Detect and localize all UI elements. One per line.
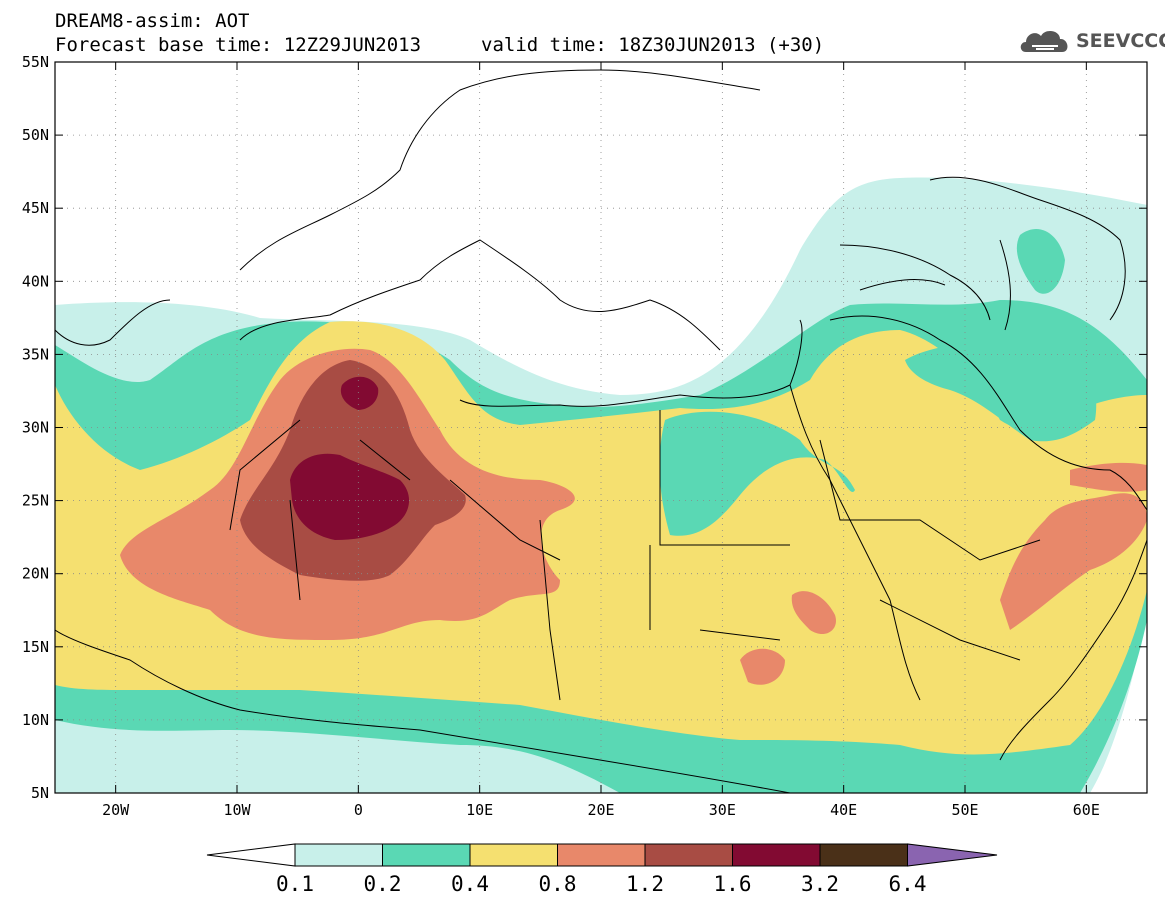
- colorbar-label: 0.8: [539, 872, 577, 896]
- lat-label: 30N: [22, 419, 49, 437]
- graticule: [55, 62, 1147, 793]
- colorbar-label: 3.2: [801, 872, 839, 896]
- colorbar-label: 0.1: [276, 872, 314, 896]
- valid-time: valid time: 18Z30JUN2013 (+30): [481, 34, 825, 56]
- colorbar-label: 1.6: [714, 872, 752, 896]
- lon-label: 40E: [830, 801, 857, 819]
- lat-label: 25N: [22, 492, 49, 510]
- lat-label: 20N: [22, 565, 49, 583]
- aot-contour-0.2-caspian: [1016, 229, 1065, 294]
- lat-label: 10N: [22, 711, 49, 729]
- aot-contour-0.2-egypt: [659, 411, 855, 536]
- lat-label: 50N: [22, 126, 49, 144]
- colorbar-segment: [557, 843, 646, 867]
- colorbar-segment: [819, 843, 908, 867]
- aot-contour-0.2-north-arabia: [905, 342, 1097, 442]
- colorbar-label: 1.2: [626, 872, 664, 896]
- aot-contour-0.8-gulf: [1070, 462, 1147, 492]
- colorbar-segment: [294, 843, 383, 867]
- lat-label: 35N: [22, 345, 49, 363]
- axis-ticks: 55N 50N 45N 40N 35N 30N 25N 20N 15N 10N 5N 20W 10W 0 1…: [22, 53, 1147, 819]
- colorbar-segment: [469, 843, 558, 867]
- colorbar-label: 0.2: [364, 872, 402, 896]
- colorbar-over-arrow: [907, 843, 998, 867]
- aot-contour-1.6-north: [340, 376, 379, 410]
- colorbar-segment: [644, 843, 733, 867]
- forecast-base-time: Forecast base time: 12Z29JUN2013: [55, 34, 422, 56]
- colorbar-segment: [382, 843, 471, 867]
- aot-contour-0.8-ethiopia: [791, 591, 836, 635]
- lon-label: 30E: [709, 801, 736, 819]
- colorbar: 0.1 0.2 0.4 0.8 1.2 1.6 3.2 6.4: [206, 843, 998, 896]
- aot-contour-0.8-oman: [1000, 493, 1147, 630]
- aot-contour-0.8-sudan: [740, 648, 785, 685]
- cloud-logo-icon: [1020, 30, 1068, 52]
- aot-field: [55, 177, 1147, 793]
- lat-label: 55N: [22, 53, 49, 71]
- lon-label: 50E: [951, 801, 978, 819]
- lon-label: 10E: [466, 801, 493, 819]
- lon-label: 60E: [1073, 801, 1100, 819]
- colorbar-segment: [732, 843, 821, 867]
- lat-label: 45N: [22, 199, 49, 217]
- lat-label: 15N: [22, 638, 49, 656]
- seevccc-logo: SEEVCCC: [1018, 24, 1165, 58]
- lon-label: 20W: [102, 801, 130, 819]
- colorbar-label: 0.4: [451, 872, 489, 896]
- lat-label: 5N: [31, 784, 49, 802]
- lon-label: 10W: [223, 801, 251, 819]
- coastlines: [55, 69, 1147, 793]
- colorbar-label: 6.4: [889, 872, 927, 896]
- lon-label: 20E: [587, 801, 614, 819]
- lat-label: 40N: [22, 272, 49, 290]
- aot-contour-1.6: [290, 453, 410, 540]
- colorbar-under-arrow: [206, 843, 296, 867]
- lon-label: 0: [354, 801, 363, 819]
- model-title: DREAM8-assim: AOT: [55, 10, 250, 32]
- logo-text: SEEVCCC: [1076, 30, 1165, 52]
